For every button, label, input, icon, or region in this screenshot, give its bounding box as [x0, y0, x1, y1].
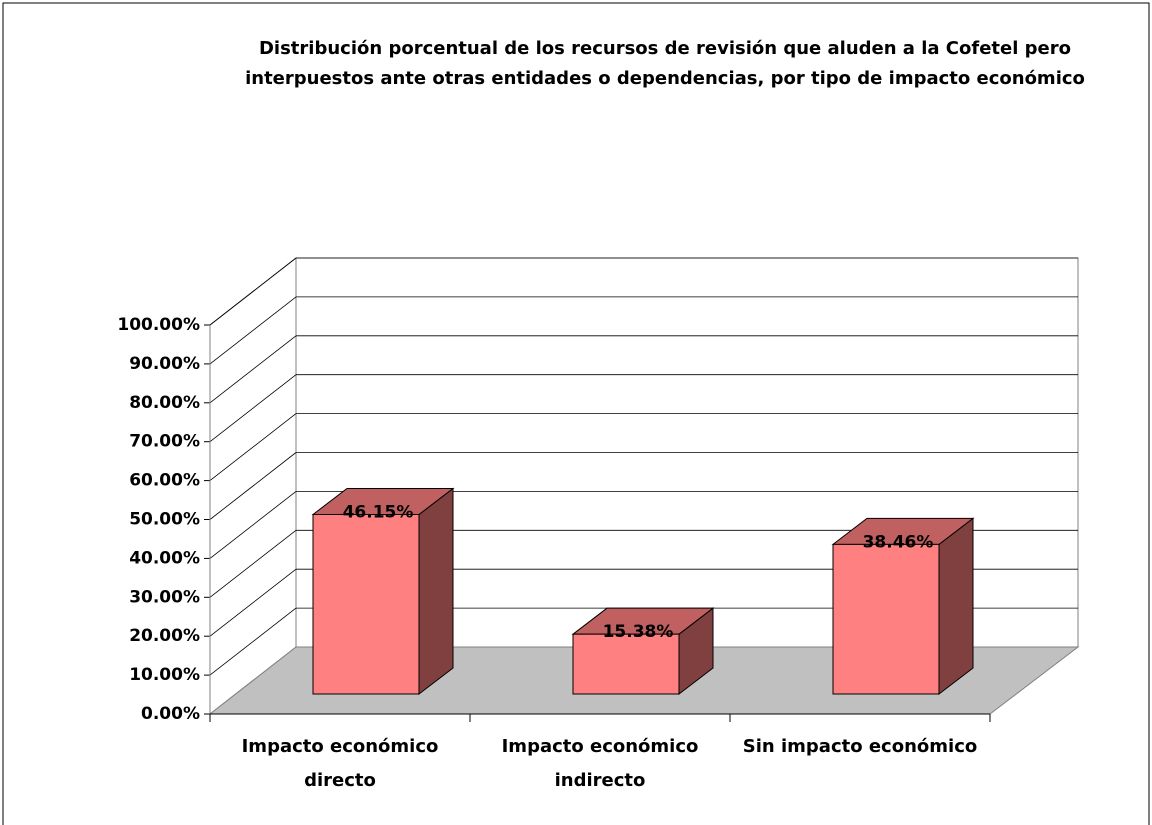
bar-side: [418, 487, 454, 696]
x-tick-label: Impacto económico indirecto: [501, 736, 699, 791]
y-tick-label: 80.00%: [129, 393, 200, 413]
y-tick-label: 20.00%: [129, 626, 200, 646]
data-label: 38.46%: [863, 532, 934, 552]
grid-line: [209, 374, 297, 443]
bar-side: [938, 517, 974, 696]
grid-line: [209, 491, 297, 559]
data-label: 15.38%: [603, 622, 674, 642]
grid-line: [209, 529, 297, 598]
y-tick-label: 40.00%: [129, 548, 200, 568]
x-tick-label: Sin impacto económico: [742, 736, 978, 757]
y-tick-label: 70.00%: [129, 432, 200, 452]
grid-line: [209, 568, 297, 637]
y-tick-label: 30.00%: [129, 587, 200, 607]
grid-line: [209, 452, 297, 520]
bar: [832, 543, 940, 695]
chart-title: Distribución porcentual de los recursos …: [245, 38, 1085, 89]
grid-line: [209, 296, 297, 365]
y-tick-label: 60.00%: [129, 471, 200, 491]
y-tick-label: 50.00%: [129, 510, 200, 530]
bar: [572, 633, 680, 695]
x-tick-label: Impacto económico directo: [241, 736, 439, 791]
y-tick-label: 10.00%: [129, 665, 200, 685]
y-tick-label: 100.00%: [117, 315, 200, 335]
y-tick-label: 90.00%: [129, 354, 200, 374]
data-label: 46.15%: [343, 502, 414, 522]
grid-line: [209, 335, 297, 404]
y-tick-label: 0.00%: [141, 704, 200, 724]
grid-line: [209, 257, 297, 326]
grid-line: [209, 413, 297, 481]
grid-line: [209, 607, 297, 676]
bar: [312, 513, 420, 695]
